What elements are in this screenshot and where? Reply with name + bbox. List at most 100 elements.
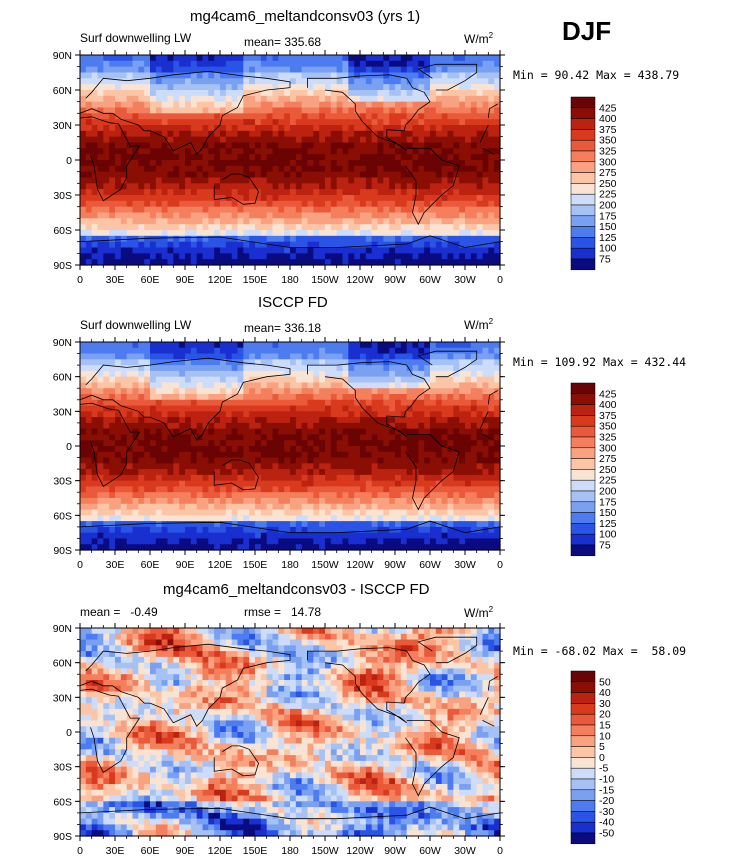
- lon-tick-label: 120E: [208, 559, 233, 571]
- lat-tick-label: 30N: [53, 406, 72, 418]
- colorbar-label: 75: [599, 254, 611, 266]
- lon-tick-label: 60W: [419, 559, 441, 571]
- colorbar-swatch: [570, 436, 596, 449]
- lat-tick-label: 90N: [53, 337, 72, 349]
- colorbar-label: 300: [599, 156, 617, 168]
- lat-tick-label: 60S: [53, 510, 72, 522]
- lat-tick-label: 30S: [53, 762, 72, 774]
- colorbar-swatch: [570, 523, 596, 535]
- colorbar-swatch: [570, 746, 596, 758]
- colorbar-swatch: [570, 404, 596, 416]
- colorbar-swatch: [570, 382, 596, 395]
- colorbar-swatch: [570, 118, 596, 130]
- colorbar-swatch: [570, 778, 596, 791]
- lon-tick-label: 90E: [176, 274, 195, 286]
- lat-tick-label: 90N: [53, 50, 72, 62]
- map-panel: 90N 60N 30N 0 30S 60S 90S 0 30E 60E 90E 120E 150E 180…: [53, 623, 505, 857]
- colorbar-label: 200: [599, 200, 617, 212]
- colorbar-label: 125: [599, 518, 617, 530]
- colorbar-swatch: [570, 150, 596, 163]
- panel-mean-label: mean= 336.18: [244, 321, 322, 335]
- colorbar-label: 100: [599, 529, 617, 541]
- colorbar-label: -15: [599, 784, 614, 796]
- lon-tick-label: 90W: [384, 274, 406, 286]
- colorbar-label: 5: [599, 741, 605, 753]
- lat-tick-label: 90S: [53, 545, 72, 557]
- lon-tick-label: 60W: [419, 845, 441, 857]
- colorbar-swatch: [570, 183, 596, 195]
- colorbar-label: 0: [599, 752, 605, 764]
- lat-tick-label: 90S: [53, 260, 72, 272]
- lat-tick-label: 30N: [53, 120, 72, 132]
- colorbar-swatch: [570, 226, 596, 238]
- lon-tick-label: 120W: [346, 274, 374, 286]
- colorbar-swatch: [570, 139, 596, 152]
- colorbar-label: 175: [599, 210, 617, 222]
- colorbar-swatch: [570, 735, 596, 747]
- colorbar-label: 225: [599, 189, 617, 201]
- colorbar-swatch: [570, 490, 596, 503]
- colorbar-swatch: [570, 757, 596, 769]
- lon-tick-label: 180: [281, 274, 299, 286]
- panel-title: ISCCP FD: [258, 294, 328, 311]
- lon-tick-label: 30W: [454, 559, 476, 571]
- lon-tick-label: 120W: [346, 559, 374, 571]
- colorbar-swatch: [570, 215, 596, 227]
- lon-tick-label: 150W: [311, 845, 339, 857]
- lon-tick-label: 30E: [106, 559, 125, 571]
- colorbar-swatch: [570, 172, 596, 184]
- panel-units: W/m2: [464, 605, 494, 620]
- colorbar-label: 75: [599, 540, 611, 552]
- lon-tick-label: 0: [497, 845, 503, 857]
- lon-tick-label: 150E: [243, 274, 268, 286]
- colorbar-label: -40: [599, 817, 614, 829]
- colorbar-swatch: [570, 204, 596, 217]
- lat-tick-label: 60N: [53, 85, 72, 97]
- colorbar-swatch: [570, 415, 596, 427]
- colorbar-swatch: [570, 703, 596, 715]
- colorbar-swatch: [570, 533, 596, 546]
- colorbar-swatch: [570, 789, 596, 801]
- lon-tick-label: 150W: [311, 559, 339, 571]
- colorbar-swatch: [570, 107, 596, 119]
- panel-left-label: mean = -0.49: [80, 605, 158, 619]
- colorbar-label: 250: [599, 178, 617, 190]
- colorbar-label: 125: [599, 232, 617, 244]
- map-panel: 90N 60N 30N 0 30S 60S 90S 0 30E 60E 90E 120E 150E 180…: [53, 50, 505, 286]
- lon-tick-label: 90W: [384, 845, 406, 857]
- colorbar-swatch: [570, 479, 596, 492]
- colorbar-label: 15: [599, 720, 611, 732]
- colorbar-label: 300: [599, 442, 617, 454]
- colorbar-label: 200: [599, 486, 617, 498]
- lat-tick-label: 30N: [53, 692, 72, 704]
- colorbar-label: 225: [599, 475, 617, 487]
- lon-tick-label: 60E: [141, 845, 160, 857]
- colorbar-label: 400: [599, 399, 617, 411]
- panel-left-label: Surf downwelling LW: [80, 31, 192, 45]
- colorbar-label: 150: [599, 221, 617, 233]
- colorbar-swatch: [570, 767, 596, 780]
- lon-tick-label: 0: [497, 274, 503, 286]
- colorbar-swatch: [570, 681, 596, 693]
- colorbar-swatch: [570, 544, 596, 557]
- colorbar-label: 275: [599, 453, 617, 465]
- lon-tick-label: 90E: [176, 845, 195, 857]
- colorbar-swatch: [570, 512, 596, 524]
- lon-tick-label: 0: [77, 559, 83, 571]
- lon-tick-label: 30E: [106, 274, 125, 286]
- lon-tick-label: 90E: [176, 559, 195, 571]
- lat-tick-label: 90N: [53, 623, 72, 635]
- colorbar-label: 375: [599, 124, 617, 136]
- colorbar-swatch: [570, 96, 596, 109]
- colorbar-label: 10: [599, 730, 611, 742]
- colorbar-swatch: [570, 501, 596, 513]
- colorbar-swatch: [570, 258, 596, 271]
- colorbar-swatch: [570, 193, 596, 206]
- colorbar-label: -5: [599, 763, 608, 775]
- lat-tick-label: 0: [66, 441, 72, 453]
- panel-mean-label: mean= 335.68: [244, 35, 322, 49]
- colorbar-label: 325: [599, 432, 617, 444]
- lon-tick-label: 120E: [208, 274, 233, 286]
- colorbar-label: -30: [599, 806, 614, 818]
